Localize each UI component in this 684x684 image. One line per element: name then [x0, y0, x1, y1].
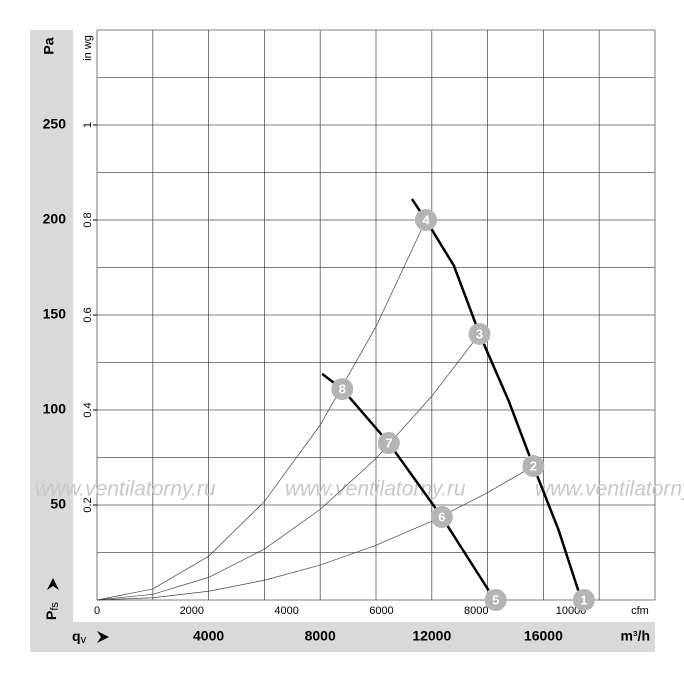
- y-tick-label: 250: [43, 116, 67, 132]
- operating-point: [331, 378, 354, 401]
- q-sub: v: [81, 634, 87, 646]
- point-label: 2: [530, 458, 537, 473]
- y2-tick-label: 0.2: [82, 497, 94, 512]
- x2-tick-label: 8000: [464, 605, 488, 617]
- y2-label: in wg: [82, 35, 94, 61]
- x-tick-label: 16000: [524, 628, 563, 644]
- operating-point: [430, 505, 453, 528]
- x2-unit: cfm: [631, 605, 649, 617]
- q-symbol: q: [72, 628, 81, 644]
- x2-tick-label: 0: [94, 605, 100, 617]
- operating-point: [522, 455, 545, 478]
- y-axis-band: [30, 30, 73, 652]
- p-arrow: [47, 578, 59, 590]
- point-label: 4: [422, 212, 430, 227]
- x2-tick-label: 4000: [274, 605, 298, 617]
- operating-point: [377, 432, 400, 455]
- y2-tick-label: 1: [82, 122, 94, 128]
- curve: [410, 198, 580, 591]
- x-tick-label: 4000: [193, 628, 224, 644]
- operating-point: [484, 589, 507, 611]
- q-label: qv: [72, 628, 87, 646]
- point-label: 7: [385, 435, 392, 450]
- point-label: 1: [580, 592, 587, 607]
- curve: [96, 333, 480, 601]
- x-unit: m³/h: [620, 628, 650, 644]
- point-label: 6: [438, 509, 445, 524]
- y2-tick-label: 0.4: [82, 402, 94, 417]
- operating-point: [468, 323, 491, 345]
- x-tick-label: 8000: [305, 628, 336, 644]
- curve: [96, 465, 534, 601]
- y-tick-label: 50: [50, 496, 66, 512]
- y-tick-label: 150: [43, 306, 67, 322]
- y2-tick-label: 0.6: [82, 307, 94, 322]
- x2-tick-label: 2000: [180, 605, 204, 617]
- x2-tick-label: 6000: [369, 605, 393, 617]
- curve: [96, 219, 427, 601]
- operating-point: [572, 589, 595, 611]
- y-tick-label: 100: [43, 401, 67, 417]
- watermark: www.ventilatorny.ru: [35, 478, 216, 501]
- x-tick-label: 12000: [412, 628, 451, 644]
- point-label: 3: [476, 326, 483, 341]
- q-arrow: [97, 631, 109, 643]
- y-tick-label: 200: [43, 211, 67, 227]
- watermark: www.ventilatorny.ru: [535, 478, 684, 501]
- p-sub: fs: [49, 602, 61, 611]
- operating-point: [414, 209, 437, 231]
- watermark: www.ventilatorny.ru: [285, 478, 466, 501]
- y-label: Pa: [41, 37, 57, 54]
- p-label: Pfs: [43, 602, 61, 620]
- x-axis-band: [30, 622, 655, 652]
- point-label: 8: [339, 382, 346, 397]
- p-symbol: P: [43, 611, 59, 620]
- y2-tick-label: 0.8: [82, 212, 94, 227]
- point-label: 5: [492, 592, 499, 607]
